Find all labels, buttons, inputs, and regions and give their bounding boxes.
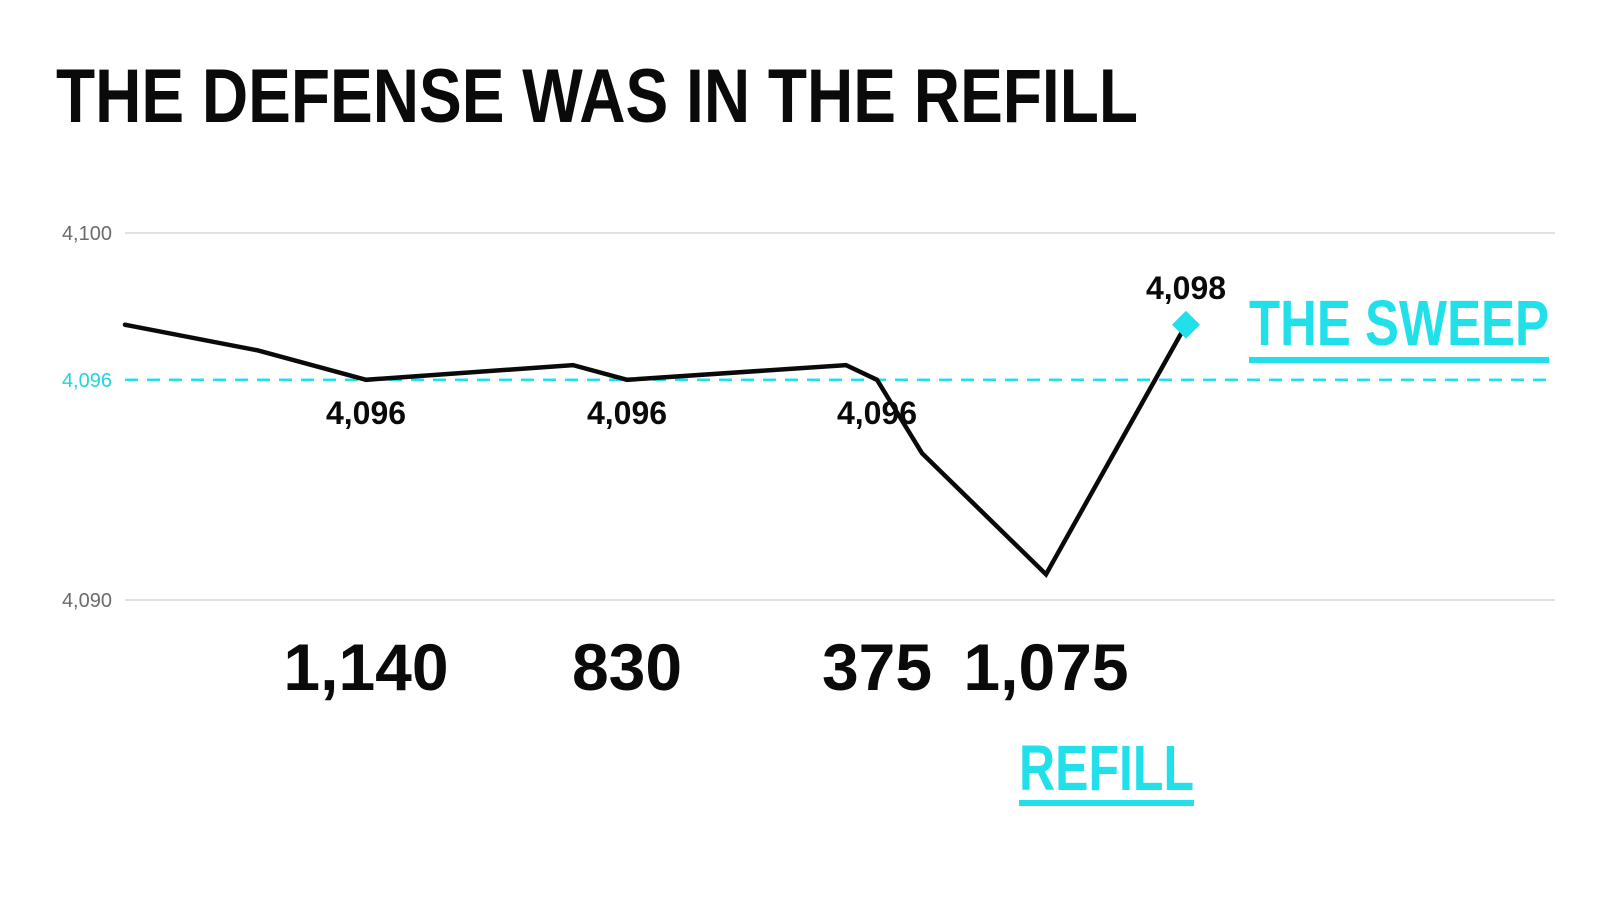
refill-underline [1019,800,1194,806]
y-tick-label: 4,100 [62,223,112,245]
sweep-marker [1172,310,1200,339]
y-tick-label: 4,090 [62,590,112,612]
volume-label: 1,140 [283,630,448,704]
volume-label: 830 [572,630,682,704]
volume-label: 1,075 [963,630,1128,704]
point-label: 4,096 [837,395,917,431]
series-line [122,322,1189,578]
y-tick-label: 4,096 [62,370,112,392]
point-labels: 4,096 4,096 4,096 4,098 [326,270,1226,431]
callouts: THE SWEEP REFILL [1019,287,1549,806]
price-series [122,310,1200,578]
point-label: 4,098 [1146,270,1226,306]
point-label: 4,096 [326,395,406,431]
y-axis: 4,100 4,096 4,090 [62,223,112,612]
sweep-underline [1249,357,1549,363]
sweep-callout: THE SWEEP [1249,287,1549,359]
chart-title: THE DEFENSE WAS IN THE REFILL [56,54,1138,139]
volume-label: 375 [822,630,932,704]
point-label: 4,096 [587,395,667,431]
volume-labels: 1,140 830 375 1,075 [283,630,1128,704]
refill-callout: REFILL [1019,732,1194,804]
grid [125,232,1555,601]
